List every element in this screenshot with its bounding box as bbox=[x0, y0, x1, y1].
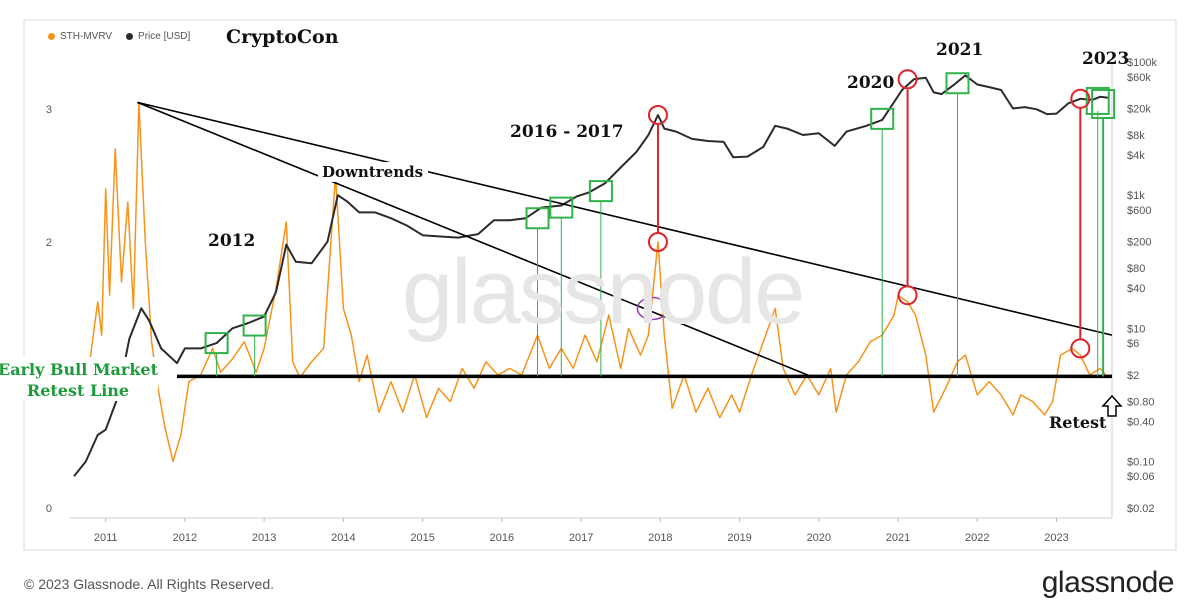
annotation-text: 2012 2016 - 2017 2020 2021 2023 Downtrends Ret… bbox=[0, 40, 1129, 432]
plot-frame bbox=[23, 19, 1177, 551]
annotation-downtrends: Downtrends bbox=[322, 163, 423, 181]
y-right-tick-label: $60k bbox=[1127, 72, 1151, 84]
y-right-tick-label: $0.02 bbox=[1127, 503, 1155, 515]
y-right-tick-label: $40 bbox=[1127, 283, 1145, 295]
author-label: CryptoCon bbox=[226, 26, 339, 48]
red-circle-mvrv bbox=[647, 232, 668, 252]
legend-label-price: Price [USD] bbox=[138, 31, 191, 42]
y-left-tick-label: 2 bbox=[46, 237, 52, 249]
y-right-tick-label: $1k bbox=[1127, 190, 1145, 202]
annotation-2012: 2012 bbox=[208, 231, 255, 251]
y-right-tick-label: $0.40 bbox=[1127, 416, 1155, 428]
x-tick-label: 2014 bbox=[331, 532, 355, 544]
y-right-tick-label: $100k bbox=[1127, 57, 1157, 69]
green-box-marker bbox=[204, 332, 229, 355]
x-tick-label: 2022 bbox=[965, 532, 989, 544]
x-tick-label: 2023 bbox=[1044, 532, 1068, 544]
red-circle-mvrv bbox=[1070, 338, 1091, 359]
annotation-bull-line-2: Retest Line bbox=[27, 381, 129, 400]
x-tick-label: 2011 bbox=[94, 532, 118, 544]
red-circle-price bbox=[647, 104, 668, 125]
y-right-tick-label: $200 bbox=[1127, 237, 1151, 249]
y-right-tick-label: $0.80 bbox=[1127, 396, 1155, 408]
green-box-marker bbox=[525, 207, 550, 230]
y-right-tick-label: $4k bbox=[1127, 150, 1145, 162]
annotation-2023: 2023 bbox=[1082, 49, 1129, 69]
series-layer bbox=[73, 74, 1109, 477]
green-box-marker bbox=[1085, 86, 1110, 115]
legend-item-mvrv[interactable]: STH-MVRV bbox=[48, 31, 112, 42]
x-tick-label: 2020 bbox=[807, 532, 831, 544]
legend-item-price[interactable]: Price [USD] bbox=[126, 31, 190, 42]
watermark: glassnode bbox=[402, 241, 805, 343]
downtrend-line bbox=[137, 101, 812, 378]
axes: 2011 2012 2013 2014 2015 2016 2017 2018 2019 2020… bbox=[46, 57, 1158, 544]
annotation-overlay bbox=[137, 69, 1123, 417]
green-box-marker bbox=[870, 107, 895, 130]
y-right-tick-label: $8k bbox=[1127, 130, 1145, 142]
copyright-footer: © 2023 Glassnode. All Rights Reserved. bbox=[24, 576, 275, 592]
x-tick-label: 2017 bbox=[569, 532, 593, 544]
y-right-tick-label: $0.06 bbox=[1127, 471, 1155, 483]
y-right-tick-label: $6 bbox=[1127, 338, 1139, 350]
x-tick-label: 2019 bbox=[727, 532, 751, 544]
annotation-bull-line-1: Early Bull Market bbox=[0, 360, 159, 379]
green-box-marker bbox=[588, 180, 613, 203]
y-right-tick-label: $80 bbox=[1127, 263, 1145, 275]
legend-dot-mvrv bbox=[48, 33, 55, 40]
x-tick-label: 2013 bbox=[252, 532, 276, 544]
legend-dot-price bbox=[126, 33, 134, 40]
red-circle-mvrv bbox=[897, 285, 918, 306]
annotation-2020: 2020 bbox=[847, 73, 894, 93]
red-circle-price bbox=[1070, 88, 1091, 109]
series-line-mvrv bbox=[77, 101, 1107, 463]
y-left-tick-label: 3 bbox=[46, 104, 52, 116]
y-right-tick-label: $600 bbox=[1127, 205, 1151, 217]
green-box-marker bbox=[549, 196, 574, 219]
green-box-marker bbox=[945, 72, 970, 95]
downtrends-label-bg bbox=[318, 162, 428, 182]
green-box-marker bbox=[242, 314, 267, 337]
downtrend-line bbox=[137, 101, 1113, 336]
purple-circle-mvrv bbox=[636, 296, 669, 321]
x-tick-label: 2015 bbox=[410, 532, 434, 544]
y-right-tick-label: $0.10 bbox=[1127, 456, 1155, 468]
series-line-price bbox=[73, 74, 1109, 477]
legend-label-mvrv: STH-MVRV bbox=[60, 31, 113, 42]
bull-label-bg bbox=[2, 357, 158, 401]
y-right-tick-label: $20k bbox=[1127, 104, 1151, 116]
x-tick-label: 2016 bbox=[490, 532, 514, 544]
red-circle-price bbox=[897, 69, 918, 90]
annotation-2016-2017: 2016 - 2017 bbox=[510, 122, 624, 142]
legend: STH-MVRV Price [USD] bbox=[48, 31, 190, 42]
y-left-tick-label: 0 bbox=[46, 503, 52, 515]
retest-arrow-icon bbox=[1101, 394, 1123, 417]
y-right-tick-label: $2 bbox=[1127, 370, 1139, 382]
y-right-tick-label: $10 bbox=[1127, 323, 1145, 335]
x-tick-label: 2021 bbox=[886, 532, 910, 544]
annotation-retest: Retest bbox=[1049, 413, 1107, 432]
chart-card bbox=[23, 19, 1177, 551]
brand-logo: glassnode bbox=[1041, 566, 1175, 599]
x-tick-label: 2018 bbox=[648, 532, 672, 544]
x-tick-label: 2012 bbox=[173, 532, 197, 544]
annotation-2021: 2021 bbox=[936, 40, 983, 60]
